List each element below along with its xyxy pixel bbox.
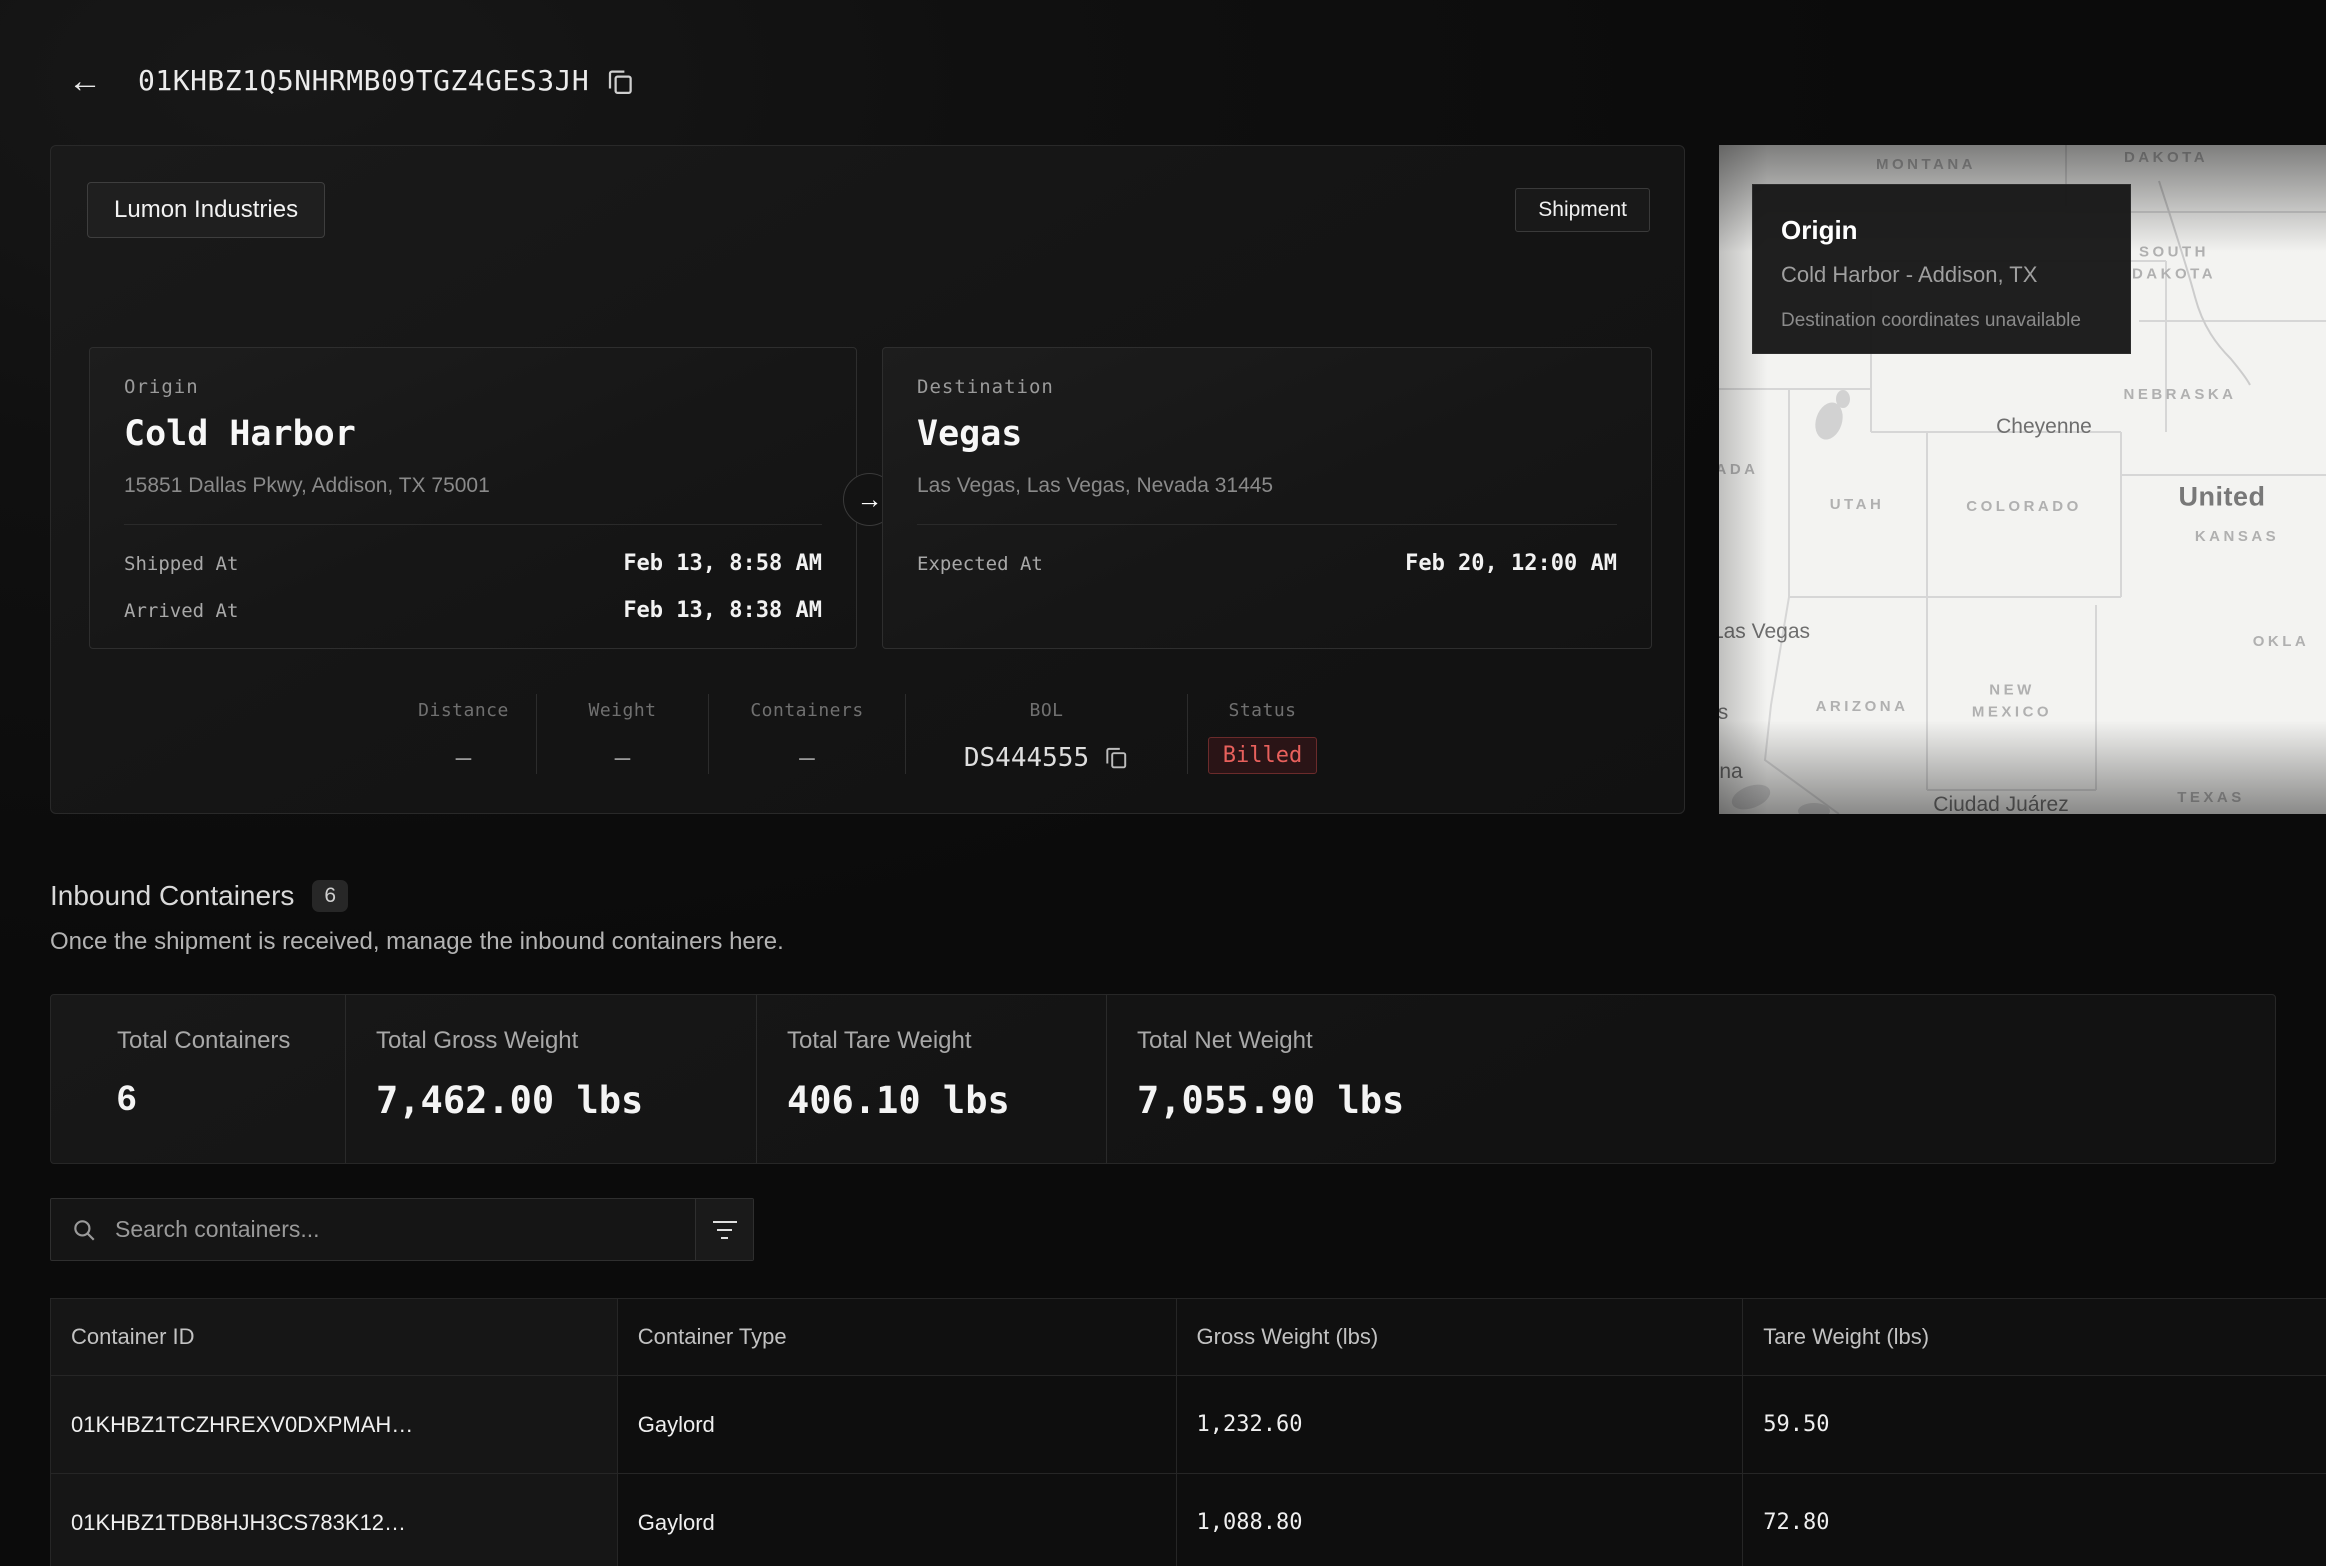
- copy-bol-button[interactable]: [1103, 744, 1129, 773]
- route-map[interactable]: MONTANA DAKOTA SOUTH DAKOTA NEBRASKA Che…: [1719, 145, 2326, 814]
- cell-container-id: 01KHBZ1TCZHREXV0DXPMAH…: [51, 1376, 618, 1473]
- cell-container-id: 01KHBZ1TDB8HJH3CS783K12…: [51, 1474, 618, 1566]
- cell-container-type: Gaylord: [617, 1474, 1177, 1566]
- stat-weight-label: Weight: [588, 700, 657, 721]
- containers-table: Container ID Container Type Gross Weight…: [50, 1298, 2326, 1566]
- top-bar: ← 01KHBZ1Q5NHRMB09TGZ4GES3JH: [0, 0, 2326, 130]
- header-gross-weight: Gross Weight (lbs): [1176, 1299, 1744, 1375]
- total-tare-weight-label: Total Tare Weight: [787, 1027, 972, 1054]
- header-container-type: Container Type: [617, 1299, 1177, 1375]
- map-origin-tooltip: Origin Cold Harbor - Addison, TX Destina…: [1752, 184, 2131, 354]
- destination-card: Destination Vegas Las Vegas, Las Vegas, …: [882, 347, 1652, 649]
- total-gross-weight: Total Gross Weight 7,462.00 lbs: [345, 995, 756, 1163]
- total-containers-label: Total Containers: [117, 1027, 291, 1054]
- cell-tare-weight: 59.50: [1743, 1376, 2326, 1473]
- origin-label: Origin: [124, 376, 199, 398]
- arrow-left-icon: ←: [68, 62, 102, 100]
- search-input[interactable]: [115, 1199, 695, 1260]
- divider: [124, 524, 822, 525]
- stat-bol: BOL DS444555: [905, 694, 1187, 774]
- destination-name: Vegas: [917, 414, 1023, 454]
- cell-tare-weight: 72.80: [1743, 1474, 2326, 1566]
- filter-icon: [712, 1220, 737, 1223]
- stat-distance-label: Distance: [418, 700, 509, 721]
- filter-button[interactable]: [695, 1199, 753, 1260]
- bol-label: BOL: [1029, 700, 1064, 721]
- arrived-at-value: Feb 13, 8:38 AM: [623, 598, 822, 623]
- stat-weight: Weight –: [536, 694, 708, 774]
- inbound-containers-subtitle: Once the shipment is received, manage th…: [50, 928, 784, 955]
- arrived-at-label: Arrived At: [124, 599, 239, 622]
- tooltip-subtitle: Cold Harbor - Addison, TX: [1781, 262, 2038, 287]
- destination-address: Las Vegas, Las Vegas, Nevada 31445: [917, 474, 1274, 497]
- stat-containers: Containers –: [708, 694, 905, 774]
- total-net-weight-value: 7,055.90 lbs: [1137, 1079, 1405, 1122]
- expected-at-label: Expected At: [917, 552, 1043, 575]
- table-header-row: Container ID Container Type Gross Weight…: [51, 1299, 2326, 1376]
- inbound-containers-title: Inbound Containers: [50, 880, 295, 911]
- shipment-id: 01KHBZ1Q5NHRMB09TGZ4GES3JH: [138, 64, 590, 97]
- expected-at-value: Feb 20, 12:00 AM: [1405, 551, 1617, 576]
- header-tare-weight: Tare Weight (lbs): [1743, 1299, 2326, 1375]
- copy-icon: [1103, 747, 1129, 773]
- shipped-at-value: Feb 13, 8:58 AM: [623, 551, 822, 576]
- header-container-id: Container ID: [51, 1299, 618, 1375]
- status-label: Status: [1228, 700, 1297, 721]
- destination-label: Destination: [917, 376, 1054, 398]
- origin-card: Origin Cold Harbor 15851 Dallas Pkwy, Ad…: [89, 347, 857, 649]
- back-button[interactable]: ←: [60, 56, 110, 106]
- copy-icon: [605, 70, 635, 99]
- cell-gross-weight: 1,232.60: [1176, 1376, 1744, 1473]
- cell-gross-weight: 1,088.80: [1176, 1474, 1744, 1566]
- total-gross-weight-value: 7,462.00 lbs: [376, 1079, 644, 1122]
- shipment-card: Lumon Industries Shipment 32°57'55.4"N 9…: [50, 145, 1685, 814]
- total-net-weight: Total Net Weight 7,055.90 lbs: [1106, 995, 2275, 1163]
- search-icon: [71, 1217, 97, 1243]
- shipped-at-label: Shipped At: [124, 552, 239, 575]
- expected-at-row: Expected At Feb 20, 12:00 AM: [917, 551, 1617, 576]
- divider: [917, 524, 1617, 525]
- inbound-count-badge: 6: [312, 880, 349, 912]
- shipment-stats-row: Distance – Weight – Containers – BOL DS4…: [391, 694, 1337, 774]
- bol-value: DS444555: [963, 743, 1090, 773]
- origin-address: 15851 Dallas Pkwy, Addison, TX 75001: [124, 474, 490, 497]
- container-search-bar: [50, 1198, 754, 1261]
- stat-status: Status Billed: [1187, 694, 1337, 774]
- company-button[interactable]: Lumon Industries: [87, 182, 326, 238]
- origin-name: Cold Harbor: [124, 414, 356, 454]
- stat-distance-value: –: [455, 743, 472, 773]
- stat-weight-value: –: [614, 743, 631, 773]
- shipped-at-row: Shipped At Feb 13, 8:58 AM: [124, 551, 822, 576]
- totals-card: Total Containers 6 Total Gross Weight 7,…: [50, 994, 2276, 1164]
- copy-shipment-id-button[interactable]: [602, 64, 638, 100]
- total-containers: Total Containers 6: [51, 995, 345, 1163]
- total-tare-weight-value: 406.10 lbs: [787, 1079, 1010, 1122]
- total-net-weight-label: Total Net Weight: [1137, 1027, 1313, 1054]
- stat-containers-label: Containers: [750, 700, 864, 721]
- shipment-type-badge: Shipment: [1515, 188, 1650, 232]
- stat-containers-value: –: [799, 743, 815, 773]
- status-badge: Billed: [1207, 737, 1318, 774]
- total-containers-value: 6: [117, 1079, 137, 1118]
- tooltip-title: Origin: [1781, 215, 1858, 245]
- table-row[interactable]: 01KHBZ1TCZHREXV0DXPMAH… Gaylord 1,232.60…: [51, 1376, 2326, 1474]
- total-tare-weight: Total Tare Weight 406.10 lbs: [756, 995, 1106, 1163]
- table-row[interactable]: 01KHBZ1TDB8HJH3CS783K12… Gaylord 1,088.8…: [51, 1474, 2326, 1566]
- tooltip-note: Destination coordinates unavailable: [1781, 310, 2081, 331]
- stat-distance: Distance –: [391, 694, 536, 774]
- cell-container-type: Gaylord: [617, 1376, 1177, 1473]
- total-gross-weight-label: Total Gross Weight: [376, 1027, 579, 1054]
- arrived-at-row: Arrived At Feb 13, 8:38 AM: [124, 598, 822, 623]
